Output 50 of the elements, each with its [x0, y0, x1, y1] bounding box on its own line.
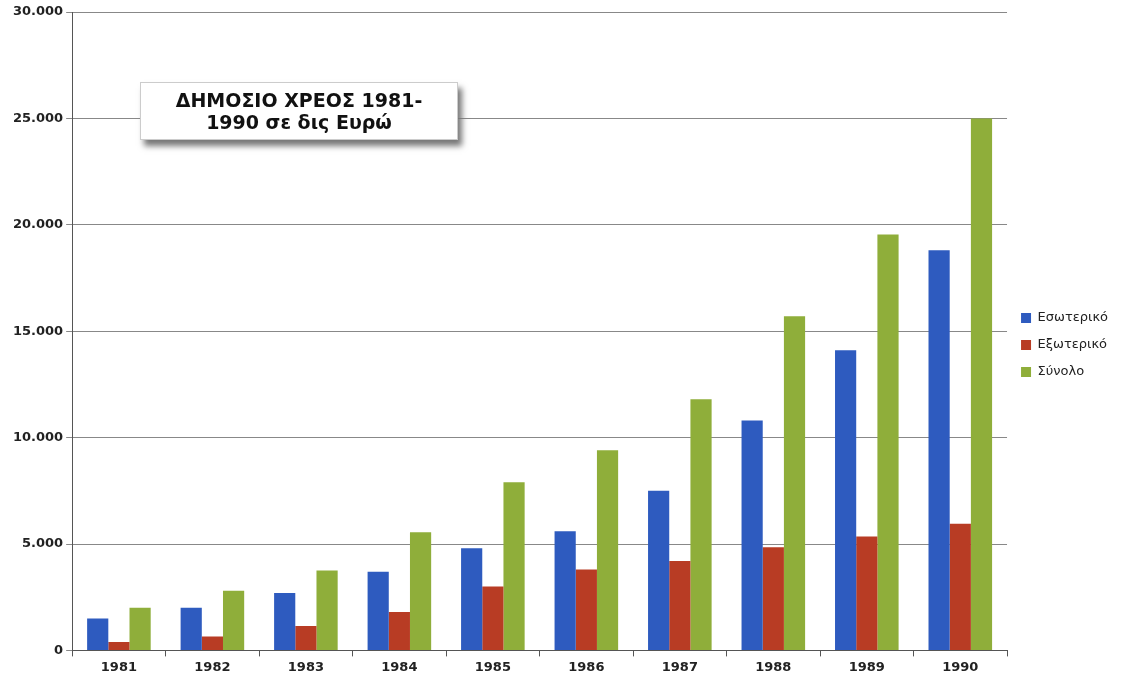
bar	[388, 612, 410, 650]
legend-label: Εξωτερικό	[1037, 336, 1108, 352]
bar	[835, 350, 857, 650]
bar	[783, 316, 806, 650]
bar	[87, 618, 109, 650]
bar	[669, 561, 691, 650]
x-tick-label: 1985	[474, 658, 511, 674]
bar	[295, 625, 317, 650]
bar	[201, 636, 223, 650]
bar	[316, 570, 338, 650]
x-tick-label: 1987	[661, 658, 698, 674]
bar	[648, 490, 670, 650]
bar	[877, 234, 899, 650]
bar	[554, 531, 576, 650]
bar	[575, 569, 597, 650]
legend-label: Εσωτερικό	[1037, 309, 1109, 325]
bar	[596, 450, 619, 650]
bar	[108, 641, 130, 650]
legend-label: Σύνολο	[1037, 363, 1085, 379]
y-tick-label: 25.000	[12, 109, 64, 125]
y-tick-label: 20.000	[12, 216, 64, 232]
x-tick-label: 1988	[755, 658, 792, 674]
bar	[970, 118, 993, 650]
y-tick-label: 30.000	[12, 3, 64, 19]
bar	[503, 482, 525, 650]
x-tick-label: 1986	[568, 658, 605, 674]
x-tick-label: 1981	[100, 658, 137, 674]
bar	[129, 607, 151, 650]
bar	[409, 532, 432, 650]
bar	[762, 547, 784, 650]
x-tick-label: 1989	[848, 658, 885, 674]
bar	[856, 536, 878, 650]
x-tick-label: 1982	[194, 658, 231, 674]
bar	[222, 590, 245, 650]
bar	[949, 523, 971, 650]
bar	[482, 586, 504, 650]
y-tick-label: 15.000	[12, 322, 64, 338]
bar	[741, 420, 763, 650]
bar	[367, 571, 389, 650]
bar	[461, 548, 483, 650]
y-tick-label: 0	[54, 641, 64, 657]
y-tick-label: 10.000	[12, 428, 64, 444]
x-tick-label: 1983	[287, 658, 324, 674]
bar	[928, 250, 950, 650]
x-tick-label: 1990	[942, 658, 979, 674]
bar	[274, 592, 296, 650]
bar	[180, 607, 202, 650]
y-tick-label: 5.000	[22, 535, 64, 551]
x-tick-label: 1984	[381, 658, 418, 674]
bar	[690, 399, 712, 650]
